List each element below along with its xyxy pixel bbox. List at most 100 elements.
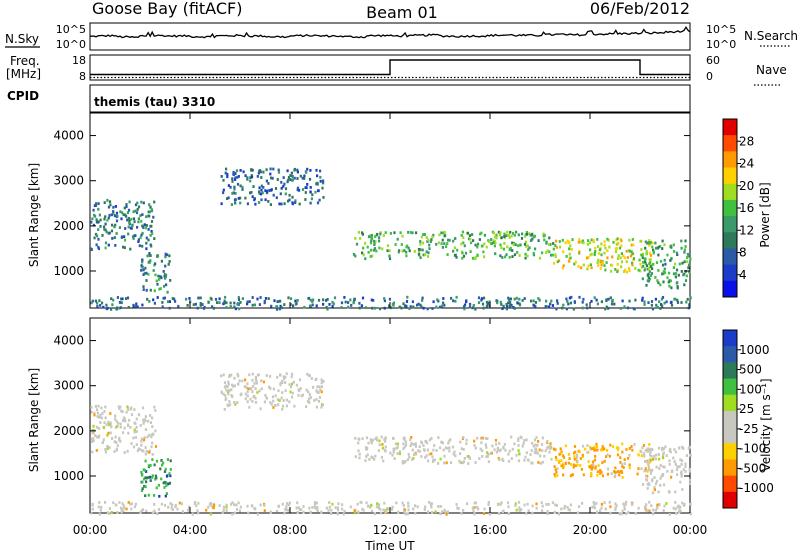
echo-cell [287, 178, 290, 182]
echo-cell [360, 304, 363, 308]
echo-cell [135, 425, 138, 429]
echo-cell [382, 234, 385, 237]
echo-cell [289, 385, 293, 389]
echo-cell [376, 502, 379, 506]
echo-cell [120, 297, 123, 301]
echo-cell [403, 510, 406, 514]
echo-cell [519, 243, 522, 247]
echo-cell [258, 186, 261, 190]
echo-cell [104, 246, 107, 250]
echo-cell [662, 272, 665, 276]
echo-cell [383, 501, 386, 505]
echo-cell [100, 406, 103, 410]
echo-cell [103, 227, 106, 231]
echo-cell [137, 205, 141, 209]
echo-cell [589, 253, 592, 257]
echo-cell [102, 438, 105, 442]
echo-cell [330, 508, 333, 512]
echo-cell [134, 502, 137, 506]
colorbar-tick-label: 25 [739, 402, 754, 416]
echo-cell [141, 244, 144, 248]
echo-cell [220, 374, 223, 378]
echo-cell [556, 302, 559, 305]
echo-cell [263, 509, 266, 512]
echo-cell [354, 455, 357, 459]
echo-cell [226, 172, 229, 176]
echo-cell [615, 247, 618, 250]
echo-cell [288, 501, 291, 505]
echo-cell [321, 186, 324, 190]
echo-cell [528, 232, 531, 235]
echo-cell [239, 505, 242, 509]
echo-cell [320, 385, 324, 389]
echo-cell [272, 406, 275, 409]
echo-cell [558, 259, 561, 263]
echo-cell [442, 448, 445, 452]
echo-cell [260, 176, 263, 179]
echo-cell [676, 253, 679, 256]
echo-cell [548, 305, 551, 309]
echo-cell [651, 479, 654, 483]
echo-cell [614, 506, 617, 510]
echo-cell [648, 242, 651, 245]
echo-cell [631, 252, 634, 256]
echo-cell [534, 301, 538, 304]
echo-cell [576, 456, 579, 459]
echo-cell [620, 471, 624, 474]
echo-cell [107, 205, 111, 209]
echo-cell [102, 425, 105, 429]
echo-cell [295, 506, 298, 510]
echo-cell [235, 169, 239, 173]
echo-cell [445, 245, 448, 248]
echo-cell [592, 240, 595, 244]
cpid-frame [89, 84, 691, 113]
echo-cell [641, 298, 644, 302]
echo-cell [637, 453, 640, 457]
echo-cell [372, 299, 375, 302]
echo-cell [127, 306, 130, 309]
echo-cell [503, 235, 506, 238]
echo-cell [565, 297, 568, 301]
echo-cell [688, 270, 691, 274]
echo-cell [630, 243, 633, 247]
echo-cell [97, 427, 101, 430]
echo-cell [405, 300, 409, 303]
echo-cell [545, 299, 548, 303]
echo-cell [628, 238, 631, 242]
echo-cell [446, 510, 449, 514]
echo-cell [680, 246, 683, 250]
echo-cell [480, 231, 483, 235]
echo-cell [642, 444, 645, 447]
echo-cell [625, 270, 629, 274]
echo-cell [378, 439, 381, 443]
echo-cell [263, 299, 266, 303]
velocity-panel-frame [89, 317, 691, 514]
echo-cell [99, 225, 102, 228]
echo-cell [561, 266, 564, 270]
echo-cell [674, 450, 678, 454]
echo-cell [543, 234, 546, 237]
echo-cell [477, 507, 480, 511]
echo-cell [119, 439, 122, 443]
echo-cell [517, 244, 520, 248]
echo-cell [648, 460, 652, 464]
echo-cell [105, 423, 108, 427]
echo-cell [620, 512, 623, 516]
echo-cell [618, 512, 621, 516]
echo-cell [118, 407, 121, 410]
echo-cell [554, 253, 557, 257]
echo-region [552, 442, 655, 479]
echo-cell [662, 483, 666, 487]
echo-cell [406, 512, 409, 516]
echo-cell [443, 508, 446, 512]
echo-cell [216, 301, 219, 304]
echo-cell [315, 389, 318, 393]
echo-cell [220, 391, 223, 394]
echo-cell [308, 177, 312, 181]
echo-cell [414, 504, 417, 508]
echo-cell [232, 384, 235, 388]
echo-cell [133, 408, 136, 411]
echo-cell [658, 457, 661, 461]
echo-cell [548, 450, 551, 454]
